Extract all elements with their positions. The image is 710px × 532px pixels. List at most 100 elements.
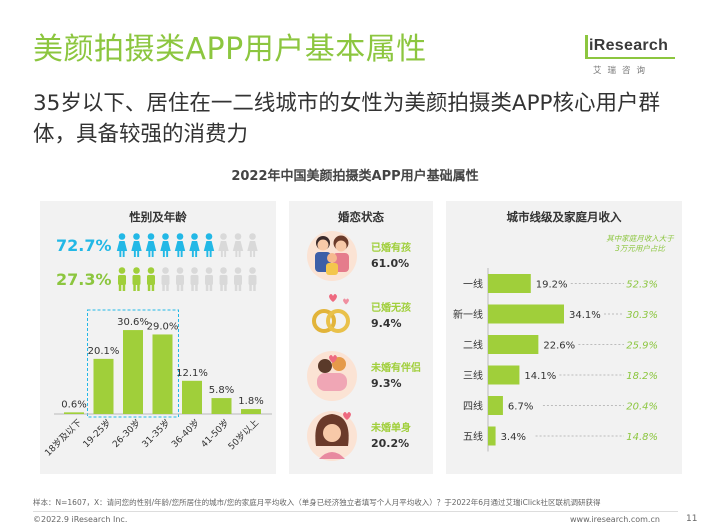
city-tier-value: 6.7% bbox=[508, 402, 533, 413]
marital-label-1: 已婚有孩 bbox=[371, 243, 411, 254]
male-percent: 27.3% bbox=[56, 270, 112, 289]
female-percent: 72.7% bbox=[56, 236, 112, 255]
marital-value-2: 9.4% bbox=[371, 317, 402, 330]
city-tier-label: 四线 bbox=[463, 400, 483, 413]
gender-age-title: 性别及年龄 bbox=[129, 210, 187, 224]
age-bar bbox=[152, 334, 173, 414]
gender-age-panel: 性别及年龄 72.7% 27.3% 0.6% 18岁及以下 20.1% 19-25岁 3… bbox=[40, 201, 276, 474]
copyright: ©2022.9 iResearch Inc. bbox=[33, 515, 128, 524]
city-income-panel: 城市线级及家庭月收入 其中家庭月收入大于3万元用户占比 一线 19.2% 52.3%… bbox=[446, 201, 682, 474]
city-tier-label: 五线 bbox=[463, 430, 483, 443]
age-bar bbox=[182, 380, 202, 414]
family-icon bbox=[307, 231, 357, 281]
age-bar-label: 1.8% bbox=[238, 396, 263, 407]
logo-subtext: 艾瑞咨询 bbox=[593, 66, 652, 76]
male-person-icon bbox=[176, 267, 184, 291]
couple-icon bbox=[307, 351, 357, 401]
logo-text: iResearch bbox=[589, 37, 669, 54]
rings-icon bbox=[312, 294, 350, 333]
female-person-icon bbox=[174, 233, 186, 257]
city-tier-label: 新一线 bbox=[453, 308, 483, 321]
male-person-icon bbox=[118, 267, 126, 291]
marital-value-4: 20.2% bbox=[371, 437, 410, 450]
age-tick-label: 36-40岁 bbox=[169, 417, 202, 450]
income-share-value: 52.3% bbox=[626, 280, 658, 291]
female-person-icon bbox=[131, 233, 142, 257]
website-url: www.iresearch.com.cn bbox=[570, 515, 660, 524]
age-bar bbox=[211, 398, 232, 414]
marital-status-panel: 婚恋状态 已婚有孩 61.0% 已婚无孩 9.4% 未婚有伴侣 9.3% 未婚单… bbox=[289, 201, 433, 474]
city-tier-value: 3.4% bbox=[501, 432, 526, 443]
age-bar bbox=[64, 412, 84, 414]
city-tier-value: 19.2% bbox=[536, 280, 568, 291]
age-tick-label: 19-25岁 bbox=[80, 417, 113, 450]
iresearch-logo: iResearch 艾瑞咨询 bbox=[585, 30, 680, 78]
male-person-icon bbox=[147, 267, 155, 291]
female-person-icon bbox=[203, 233, 215, 257]
city-tier-bar bbox=[488, 365, 520, 385]
female-person-icon bbox=[145, 233, 157, 257]
age-tick-label: 50岁以上 bbox=[225, 417, 261, 453]
age-bar-label: 29.0% bbox=[147, 321, 179, 332]
male-person-icon bbox=[132, 267, 141, 291]
age-bar bbox=[93, 358, 114, 414]
city-tier-label: 一线 bbox=[463, 278, 483, 291]
male-person-icon bbox=[190, 267, 199, 291]
marital-value-1: 61.0% bbox=[371, 257, 410, 270]
male-person-icon bbox=[161, 267, 170, 291]
income-share-value: 18.2% bbox=[626, 371, 658, 382]
chart-title: 2022年中国美颜拍摄类APP用户基础属性 bbox=[231, 169, 479, 184]
income-share-value: 25.9% bbox=[626, 341, 658, 352]
male-person-icon bbox=[205, 267, 213, 291]
city-tier-bar bbox=[488, 335, 539, 354]
marital-value-3: 9.3% bbox=[371, 377, 402, 390]
female-person-icon bbox=[218, 233, 229, 257]
marital-label-3: 未婚有伴侣 bbox=[371, 363, 421, 374]
highlight-box bbox=[87, 309, 179, 418]
city-tier-bar bbox=[488, 304, 564, 324]
income-share-value: 30.3% bbox=[626, 310, 658, 321]
logo-frame bbox=[585, 35, 675, 59]
city-income-title: 城市线级及家庭月收入 bbox=[506, 210, 622, 224]
city-tier-label: 三线 bbox=[463, 369, 483, 382]
marital-icons bbox=[307, 231, 357, 461]
female-person-icon bbox=[116, 233, 128, 257]
age-tick-label: 26-30岁 bbox=[110, 417, 143, 450]
age-bar-label: 12.1% bbox=[176, 368, 208, 379]
city-income-chart: 一线 19.2% 52.3% 新一线 34.1% 30.3% 二线 22.6% 25.9% 三线 1… bbox=[453, 268, 658, 452]
age-bar bbox=[241, 409, 261, 414]
female-person-icon bbox=[232, 233, 244, 257]
page-number: 11 bbox=[686, 514, 698, 524]
age-bar-label: 20.1% bbox=[88, 346, 120, 357]
male-person-icon bbox=[234, 267, 242, 291]
age-bar-label: 0.6% bbox=[61, 399, 86, 410]
footer-divider bbox=[33, 511, 678, 512]
female-person-icon bbox=[160, 233, 171, 257]
male-person-icon bbox=[219, 267, 228, 291]
age-bar bbox=[123, 330, 143, 414]
city-tier-bar bbox=[488, 396, 503, 415]
female-person-icon bbox=[247, 233, 258, 257]
male-person-icon bbox=[248, 267, 257, 291]
age-tick-label: 31-35岁 bbox=[139, 417, 172, 450]
marital-label-2: 已婚无孩 bbox=[371, 303, 411, 314]
city-tier-value: 14.1% bbox=[524, 371, 556, 382]
city-tier-value: 22.6% bbox=[543, 341, 575, 352]
footnote: 样本：N=1607，X：请问您的性别/年龄/您所居住的城市/您的家庭月平均收入（… bbox=[33, 498, 601, 507]
age-bar-label: 5.8% bbox=[209, 385, 234, 396]
age-bar-label: 30.6% bbox=[117, 317, 149, 328]
marital-status-title: 婚恋状态 bbox=[338, 210, 384, 224]
city-tier-value: 34.1% bbox=[569, 310, 601, 321]
income-share-value: 20.4% bbox=[626, 402, 658, 413]
income-share-value: 14.8% bbox=[626, 432, 658, 443]
gender-age-chart: 0.6% 18岁及以下 20.1% 19-25岁 30.6% 26-30岁 29.0% 31-… bbox=[42, 233, 272, 459]
income-note: 其中家庭月收入大于3万元用户占比 bbox=[606, 234, 674, 253]
city-tier-label: 二线 bbox=[463, 339, 483, 352]
page-title: 美颜拍摄类APP用户基本属性 bbox=[33, 32, 427, 67]
city-tier-bar bbox=[488, 426, 496, 446]
marital-label-4: 未婚单身 bbox=[371, 423, 411, 434]
city-tier-bar bbox=[488, 274, 531, 293]
age-tick-label: 18岁及以下 bbox=[42, 417, 84, 459]
page-subtitle: 35岁以下、居住在一二线城市的女性为美颜拍摄类APP核心用户群体，具备较强的消费… bbox=[33, 91, 660, 147]
single-woman-icon bbox=[307, 411, 357, 461]
